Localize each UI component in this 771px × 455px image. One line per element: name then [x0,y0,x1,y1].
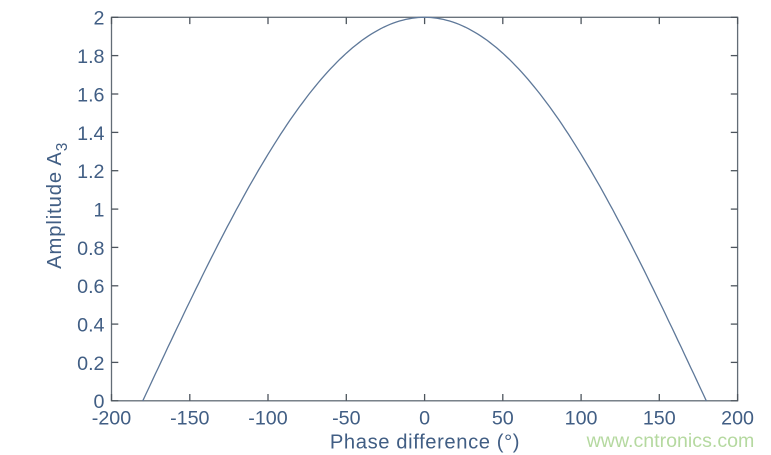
svg-text:1.8: 1.8 [77,46,104,68]
svg-text:150: 150 [643,407,676,429]
svg-text:0: 0 [94,391,105,413]
svg-text:-50: -50 [332,407,361,429]
svg-text:0: 0 [419,407,430,429]
svg-text:0.8: 0.8 [77,238,104,260]
svg-text:1.6: 1.6 [77,84,104,106]
svg-text:-150: -150 [170,407,209,429]
svg-text:200: 200 [721,407,754,429]
svg-text:-100: -100 [248,407,287,429]
svg-text:Phase difference (°): Phase difference (°) [330,431,520,453]
svg-text:0.4: 0.4 [77,315,104,337]
svg-text:1: 1 [94,200,105,222]
svg-text:www.cntronics.com: www.cntronics.com [586,430,755,452]
svg-text:0.6: 0.6 [77,276,104,298]
svg-text:1.4: 1.4 [77,123,104,145]
svg-text:-200: -200 [92,407,131,429]
svg-text:100: 100 [565,407,598,429]
svg-text:0.2: 0.2 [77,353,104,375]
svg-text:1.2: 1.2 [77,161,104,183]
svg-text:2: 2 [94,8,105,30]
svg-text:50: 50 [492,407,514,429]
